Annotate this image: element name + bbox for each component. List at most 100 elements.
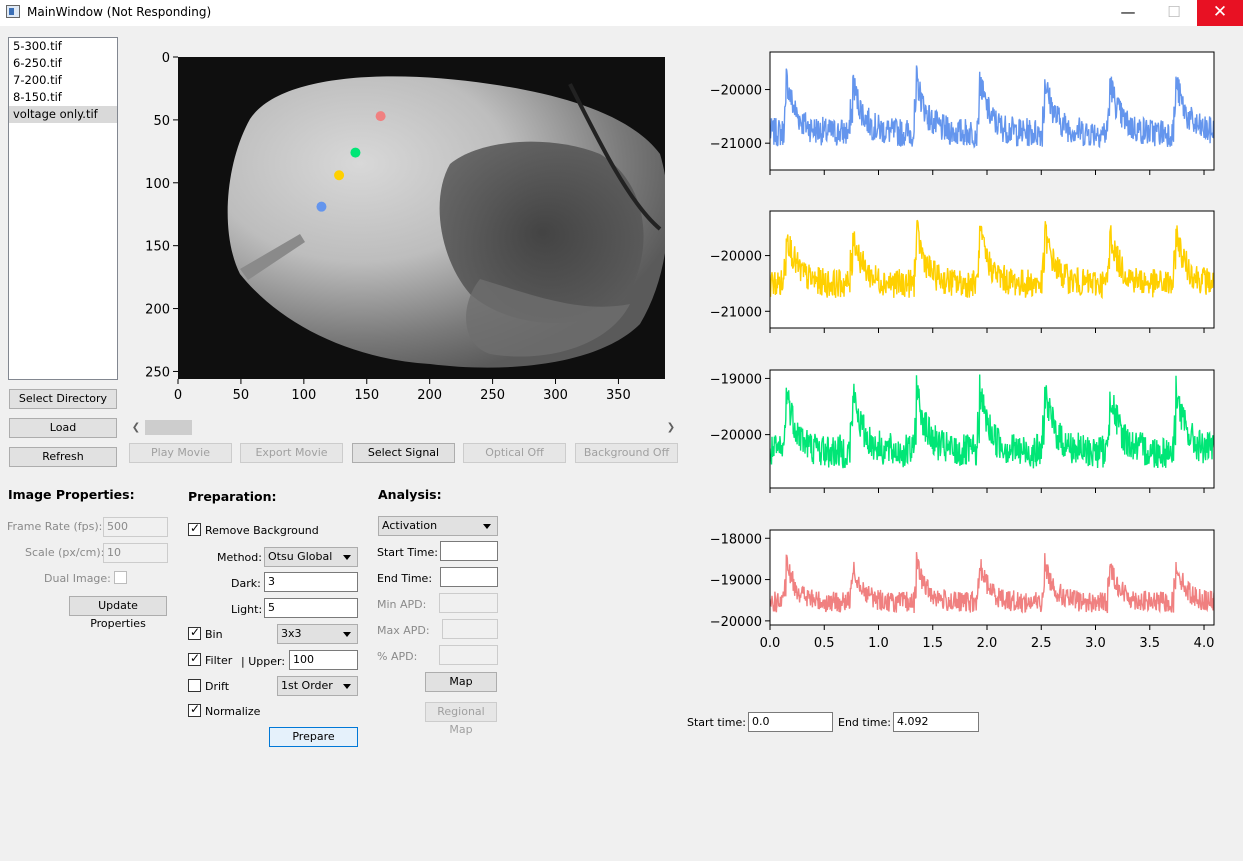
dark-label: Dark: — [231, 577, 261, 590]
light-input[interactable]: 5 — [264, 598, 358, 618]
plot-frame — [769, 210, 1215, 329]
file-item[interactable]: 6-250.tif — [13, 56, 62, 70]
file-item[interactable]: 7-200.tif — [13, 73, 62, 87]
pct-apd-input[interactable] — [439, 645, 498, 665]
load-button[interactable]: Load — [9, 418, 117, 438]
title-bar: MainWindow (Not Responding) — ☐ ✕ — [0, 0, 1243, 26]
optical-off-button[interactable]: Optical Off — [463, 443, 566, 463]
plot-frame — [769, 529, 1215, 626]
signal-marker[interactable] — [334, 170, 345, 181]
x-tick-label: 3.5 — [1139, 636, 1160, 651]
maximize-button[interactable]: ☐ — [1167, 3, 1181, 21]
analysis-type-value: Activation — [382, 519, 438, 532]
time-start-label: Start time: — [687, 716, 746, 729]
signal-chart: −20000 −21000 — [710, 210, 1215, 333]
x-tick-label: 1.5 — [922, 636, 943, 651]
bin-dropdown[interactable]: 3x3 — [277, 624, 358, 644]
drift-value: 1st Order — [281, 679, 333, 692]
x-tick-label: 150 — [354, 388, 379, 403]
end-time-input[interactable] — [440, 567, 498, 587]
x-tick-label: 300 — [543, 388, 568, 403]
y-tick-label: −21000 — [710, 305, 762, 320]
signal-chart: −20000 −21000 — [710, 51, 1215, 175]
export-movie-button[interactable]: Export Movie — [240, 443, 343, 463]
update-properties-button[interactable]: Update Properties — [69, 596, 167, 630]
analysis-type-dropdown[interactable]: Activation — [378, 516, 498, 536]
y-tick-label: −20000 — [710, 615, 762, 630]
file-item-selected[interactable]: voltage only.tif — [9, 106, 117, 123]
time-end-label: End time: — [838, 716, 891, 729]
select-directory-button[interactable]: Select Directory — [9, 389, 117, 409]
scroll-right-icon[interactable]: ❯ — [666, 422, 676, 433]
image-properties-heading: Image Properties: — [8, 487, 135, 502]
drift-checkbox[interactable] — [188, 679, 201, 692]
x-tick-label: 1.0 — [868, 636, 889, 651]
x-tick-label: 50 — [233, 388, 250, 403]
file-item[interactable]: 5-300.tif — [13, 39, 62, 53]
x-tick-label: 350 — [606, 388, 631, 403]
bin-label: Bin — [205, 628, 223, 641]
signal-chart: −18000 −19000 −20000 0.0 0.5 1.0 1.5 2.0 2.5 3.0 3… — [710, 529, 1215, 651]
y-tick-label: 50 — [153, 114, 170, 129]
method-dropdown[interactable]: Otsu Global — [264, 547, 358, 567]
time-end-input[interactable]: 4.092 — [893, 712, 979, 732]
x-tick-label: 2.0 — [977, 636, 998, 651]
upper-input[interactable]: 100 — [289, 650, 358, 670]
normalize-checkbox[interactable] — [188, 702, 201, 717]
time-start-input[interactable]: 0.0 — [748, 712, 833, 732]
horizontal-scrollbar[interactable]: ❮ ❯ — [129, 419, 678, 436]
file-list[interactable]: 5-300.tif 6-250.tif 7-200.tif 8-150.tif … — [8, 37, 118, 380]
y-tick-label: 150 — [145, 240, 170, 255]
map-button[interactable]: Map — [425, 672, 497, 692]
min-apd-input[interactable] — [439, 593, 498, 613]
remove-background-label: Remove Background — [205, 524, 319, 537]
x-tick-label: 4.0 — [1194, 636, 1215, 651]
select-signal-button[interactable]: Select Signal — [352, 443, 455, 463]
dark-input[interactable]: 3 — [264, 572, 358, 592]
x-tick-label: 2.5 — [1031, 636, 1052, 651]
y-tick-label: 250 — [145, 365, 170, 380]
y-tick-label: 100 — [145, 177, 170, 192]
signal-marker[interactable] — [316, 201, 327, 212]
scroll-thumb[interactable] — [145, 420, 192, 435]
drift-label: Drift — [205, 680, 230, 693]
pct-apd-label: % APD: — [377, 650, 418, 663]
scroll-left-icon[interactable]: ❮ — [131, 422, 141, 433]
drift-dropdown[interactable]: 1st Order — [277, 676, 358, 696]
method-value: Otsu Global — [268, 550, 333, 563]
signal-marker[interactable] — [375, 111, 386, 122]
light-label: Light: — [231, 603, 263, 616]
remove-background-checkbox[interactable] — [188, 521, 201, 536]
close-button[interactable]: ✕ — [1197, 0, 1243, 26]
x-tick-label: 0 — [174, 388, 182, 403]
filter-checkbox[interactable] — [188, 651, 201, 666]
end-time-label: End Time: — [377, 572, 433, 585]
regional-map-button[interactable]: Regional Map — [425, 702, 497, 736]
y-tick-label: 200 — [145, 303, 170, 318]
y-tick-label: 0 — [162, 51, 170, 66]
image-view[interactable]: 0 50 100 150 200 250 300 350 0 50 100 150 200 250 — [130, 44, 690, 414]
dual-image-checkbox[interactable] — [114, 571, 127, 584]
refresh-button[interactable]: Refresh — [9, 447, 117, 467]
max-apd-input[interactable] — [442, 619, 498, 639]
scale-input[interactable]: 10 — [103, 543, 168, 563]
signal-charts[interactable]: −20000−21000−20000−21000−19000−20000−180… — [690, 40, 1230, 660]
start-time-input[interactable] — [440, 541, 498, 561]
window-title: MainWindow (Not Responding) — [27, 5, 212, 19]
frame-rate-label: Frame Rate (fps): — [7, 520, 103, 533]
play-movie-button[interactable]: Play Movie — [129, 443, 232, 463]
normalize-label: Normalize — [205, 705, 261, 718]
bin-checkbox[interactable] — [188, 625, 201, 640]
signal-marker[interactable] — [350, 147, 361, 158]
minimize-button[interactable]: — — [1120, 3, 1136, 21]
plot-area — [770, 211, 1214, 328]
max-apd-label: Max APD: — [377, 624, 430, 637]
background-off-button[interactable]: Background Off — [575, 443, 678, 463]
chevron-down-icon — [343, 555, 351, 560]
y-tick-label: −20000 — [710, 84, 762, 99]
frame-rate-input[interactable]: 500 — [103, 517, 168, 537]
file-item[interactable]: 8-150.tif — [13, 90, 62, 104]
y-tick-label: −19000 — [710, 574, 762, 589]
x-tick-label: 0.5 — [814, 636, 835, 651]
prepare-button[interactable]: Prepare — [269, 727, 358, 747]
